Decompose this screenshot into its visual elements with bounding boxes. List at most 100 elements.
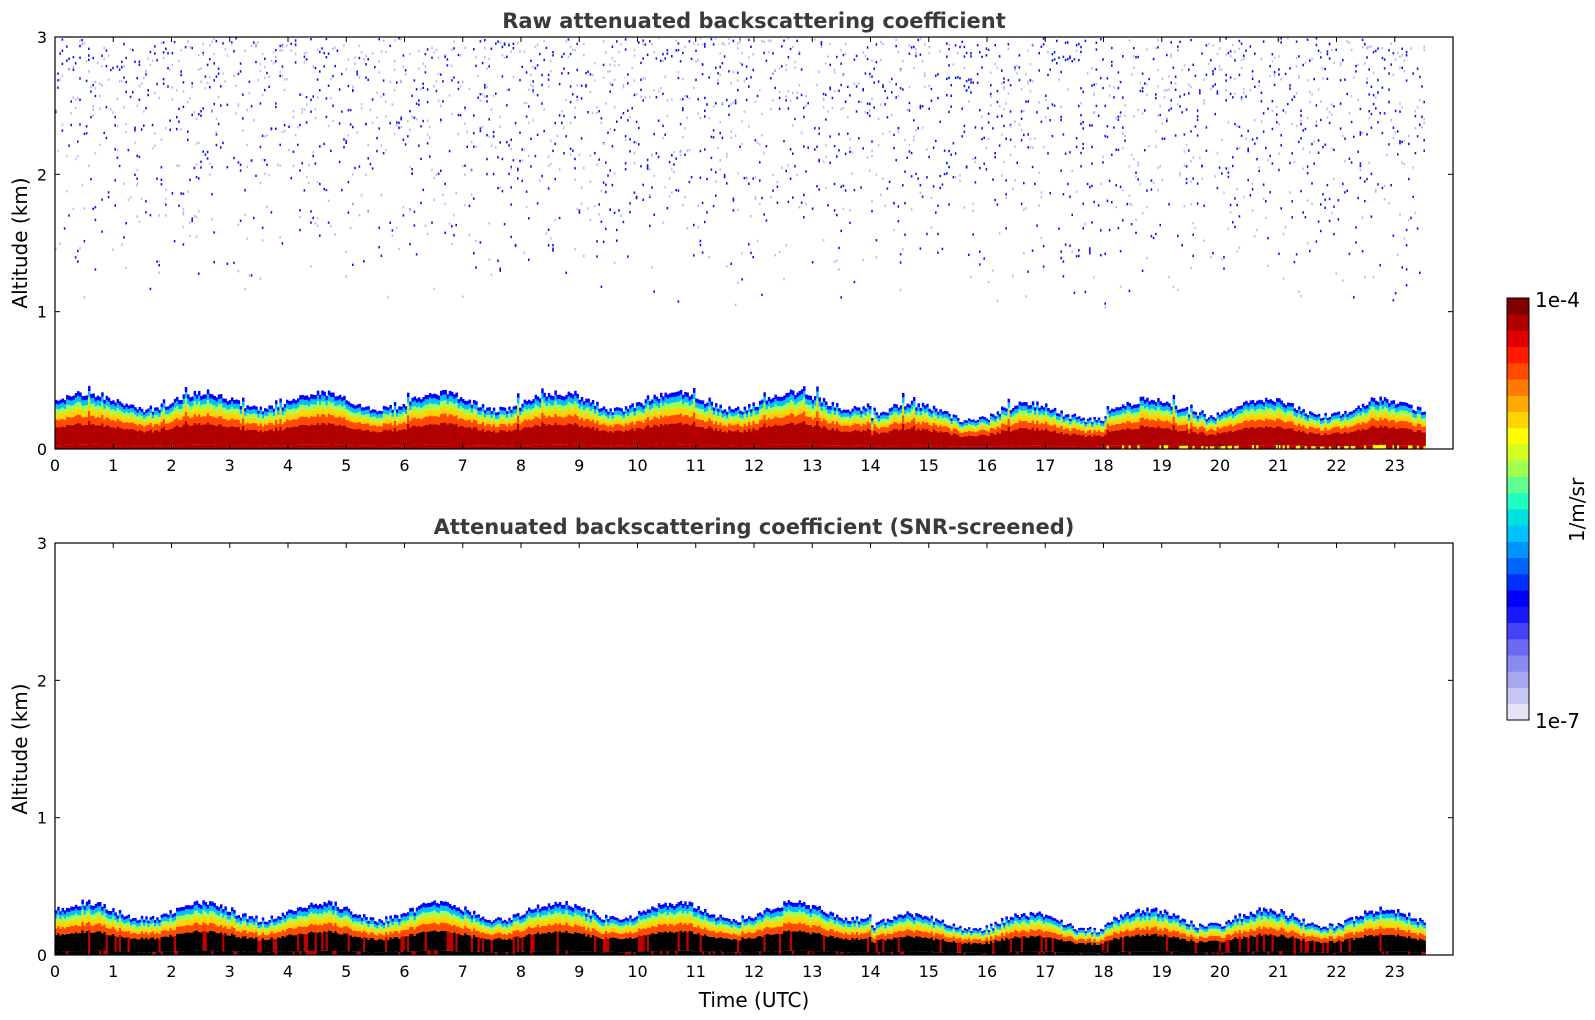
heatmap-cell [710, 420, 714, 428]
heatmap-cell [679, 394, 683, 401]
noise-pixel [391, 234, 394, 237]
noise-pixel [994, 152, 996, 155]
noise-pixel [739, 61, 741, 65]
heatmap-cell [90, 416, 93, 425]
heatmap-cell [974, 423, 978, 426]
noise-pixel [444, 202, 446, 205]
noise-pixel [420, 201, 422, 205]
noise-pixel [677, 42, 680, 45]
heatmap-cell [92, 409, 95, 416]
heatmap-cell [305, 416, 309, 425]
heatmap-cell [985, 427, 989, 431]
noise-pixel [996, 100, 999, 104]
noise-pixel [847, 85, 849, 89]
heatmap-cell [596, 410, 599, 415]
heatmap-cell [576, 398, 579, 404]
heatmap-cell [224, 445, 227, 449]
heatmap-cell [261, 446, 265, 449]
heatmap-cell [492, 407, 496, 411]
heatmap-cell [125, 407, 128, 412]
heatmap-cell [770, 403, 773, 409]
heatmap-cell [704, 422, 707, 429]
noise-pixel [149, 214, 152, 217]
heatmap-cell [448, 407, 452, 415]
heatmap-cell [261, 418, 265, 422]
heatmap-cell [666, 444, 670, 449]
heatmap-cell [827, 413, 830, 419]
noise-pixel [189, 178, 191, 181]
noise-pixel [640, 95, 642, 98]
heatmap-cell [712, 415, 716, 420]
noise-pixel [501, 75, 504, 78]
heatmap-cell [349, 445, 353, 449]
heatmap-cell [803, 391, 806, 398]
noise-pixel [915, 54, 917, 58]
heatmap-cell [457, 408, 461, 414]
heatmap-cell [957, 430, 960, 436]
heatmap-cell [653, 424, 656, 445]
noise-pixel [239, 219, 242, 222]
noise-pixel [805, 104, 807, 107]
noise-pixel [765, 219, 768, 222]
noise-pixel [202, 42, 204, 46]
heatmap-cell [66, 416, 69, 425]
noise-pixel [662, 92, 664, 96]
heatmap-cell [957, 420, 960, 424]
noise-pixel [305, 175, 308, 178]
noise-pixel [673, 150, 675, 154]
noise-pixel [638, 41, 640, 44]
heatmap-cell [756, 445, 760, 449]
heatmap-cell [103, 426, 106, 446]
noise-pixel [468, 87, 471, 91]
noise-pixel [822, 160, 825, 163]
heatmap-cell [983, 446, 986, 449]
noise-pixel [583, 54, 585, 57]
heatmap-cell [303, 410, 307, 417]
noise-pixel [677, 189, 680, 192]
heatmap-cell [477, 407, 480, 411]
noise-pixel [561, 72, 563, 75]
noise-pixel [371, 98, 374, 101]
heatmap-cell [281, 407, 285, 411]
heatmap-cell [825, 414, 828, 421]
heatmap-cell [283, 428, 287, 446]
heatmap-cell [789, 444, 793, 449]
heatmap-cell [424, 399, 428, 405]
heatmap-cell [90, 409, 93, 416]
heatmap-cell [774, 399, 777, 405]
heatmap-cell [666, 416, 670, 425]
heatmap-cell [354, 417, 357, 423]
noise-pixel [167, 85, 169, 88]
heatmap-cell [829, 406, 832, 410]
noise-pixel [325, 115, 328, 119]
noise-pixel [398, 126, 400, 130]
heatmap-cell [567, 444, 571, 449]
noise-pixel [294, 61, 297, 64]
noise-pixel [514, 121, 517, 125]
heatmap-cell [609, 424, 612, 431]
heatmap-cell [90, 424, 93, 445]
noise-pixel [457, 113, 460, 117]
noise-pixel [299, 209, 301, 212]
heatmap-cell [352, 422, 355, 429]
heatmap-cell [545, 400, 549, 407]
noise-pixel [935, 74, 937, 77]
heatmap-cell [965, 431, 969, 437]
noise-pixel [151, 147, 154, 150]
noise-pixel [345, 275, 347, 278]
noise-pixel [567, 38, 570, 41]
heatmap-cell [789, 394, 793, 401]
noise-pixel [103, 57, 105, 61]
noise-pixel [422, 82, 424, 85]
noise-pixel [486, 134, 488, 137]
heatmap-cell [96, 410, 100, 417]
noise-pixel [149, 50, 152, 54]
heatmap-cell [332, 415, 335, 424]
heatmap-cell [926, 411, 929, 417]
noise-pixel [869, 114, 871, 117]
noise-pixel [627, 82, 629, 85]
noise-pixel [862, 51, 864, 54]
heatmap-cell [827, 429, 830, 446]
noise-pixel [624, 48, 627, 51]
heatmap-cell [448, 422, 452, 445]
